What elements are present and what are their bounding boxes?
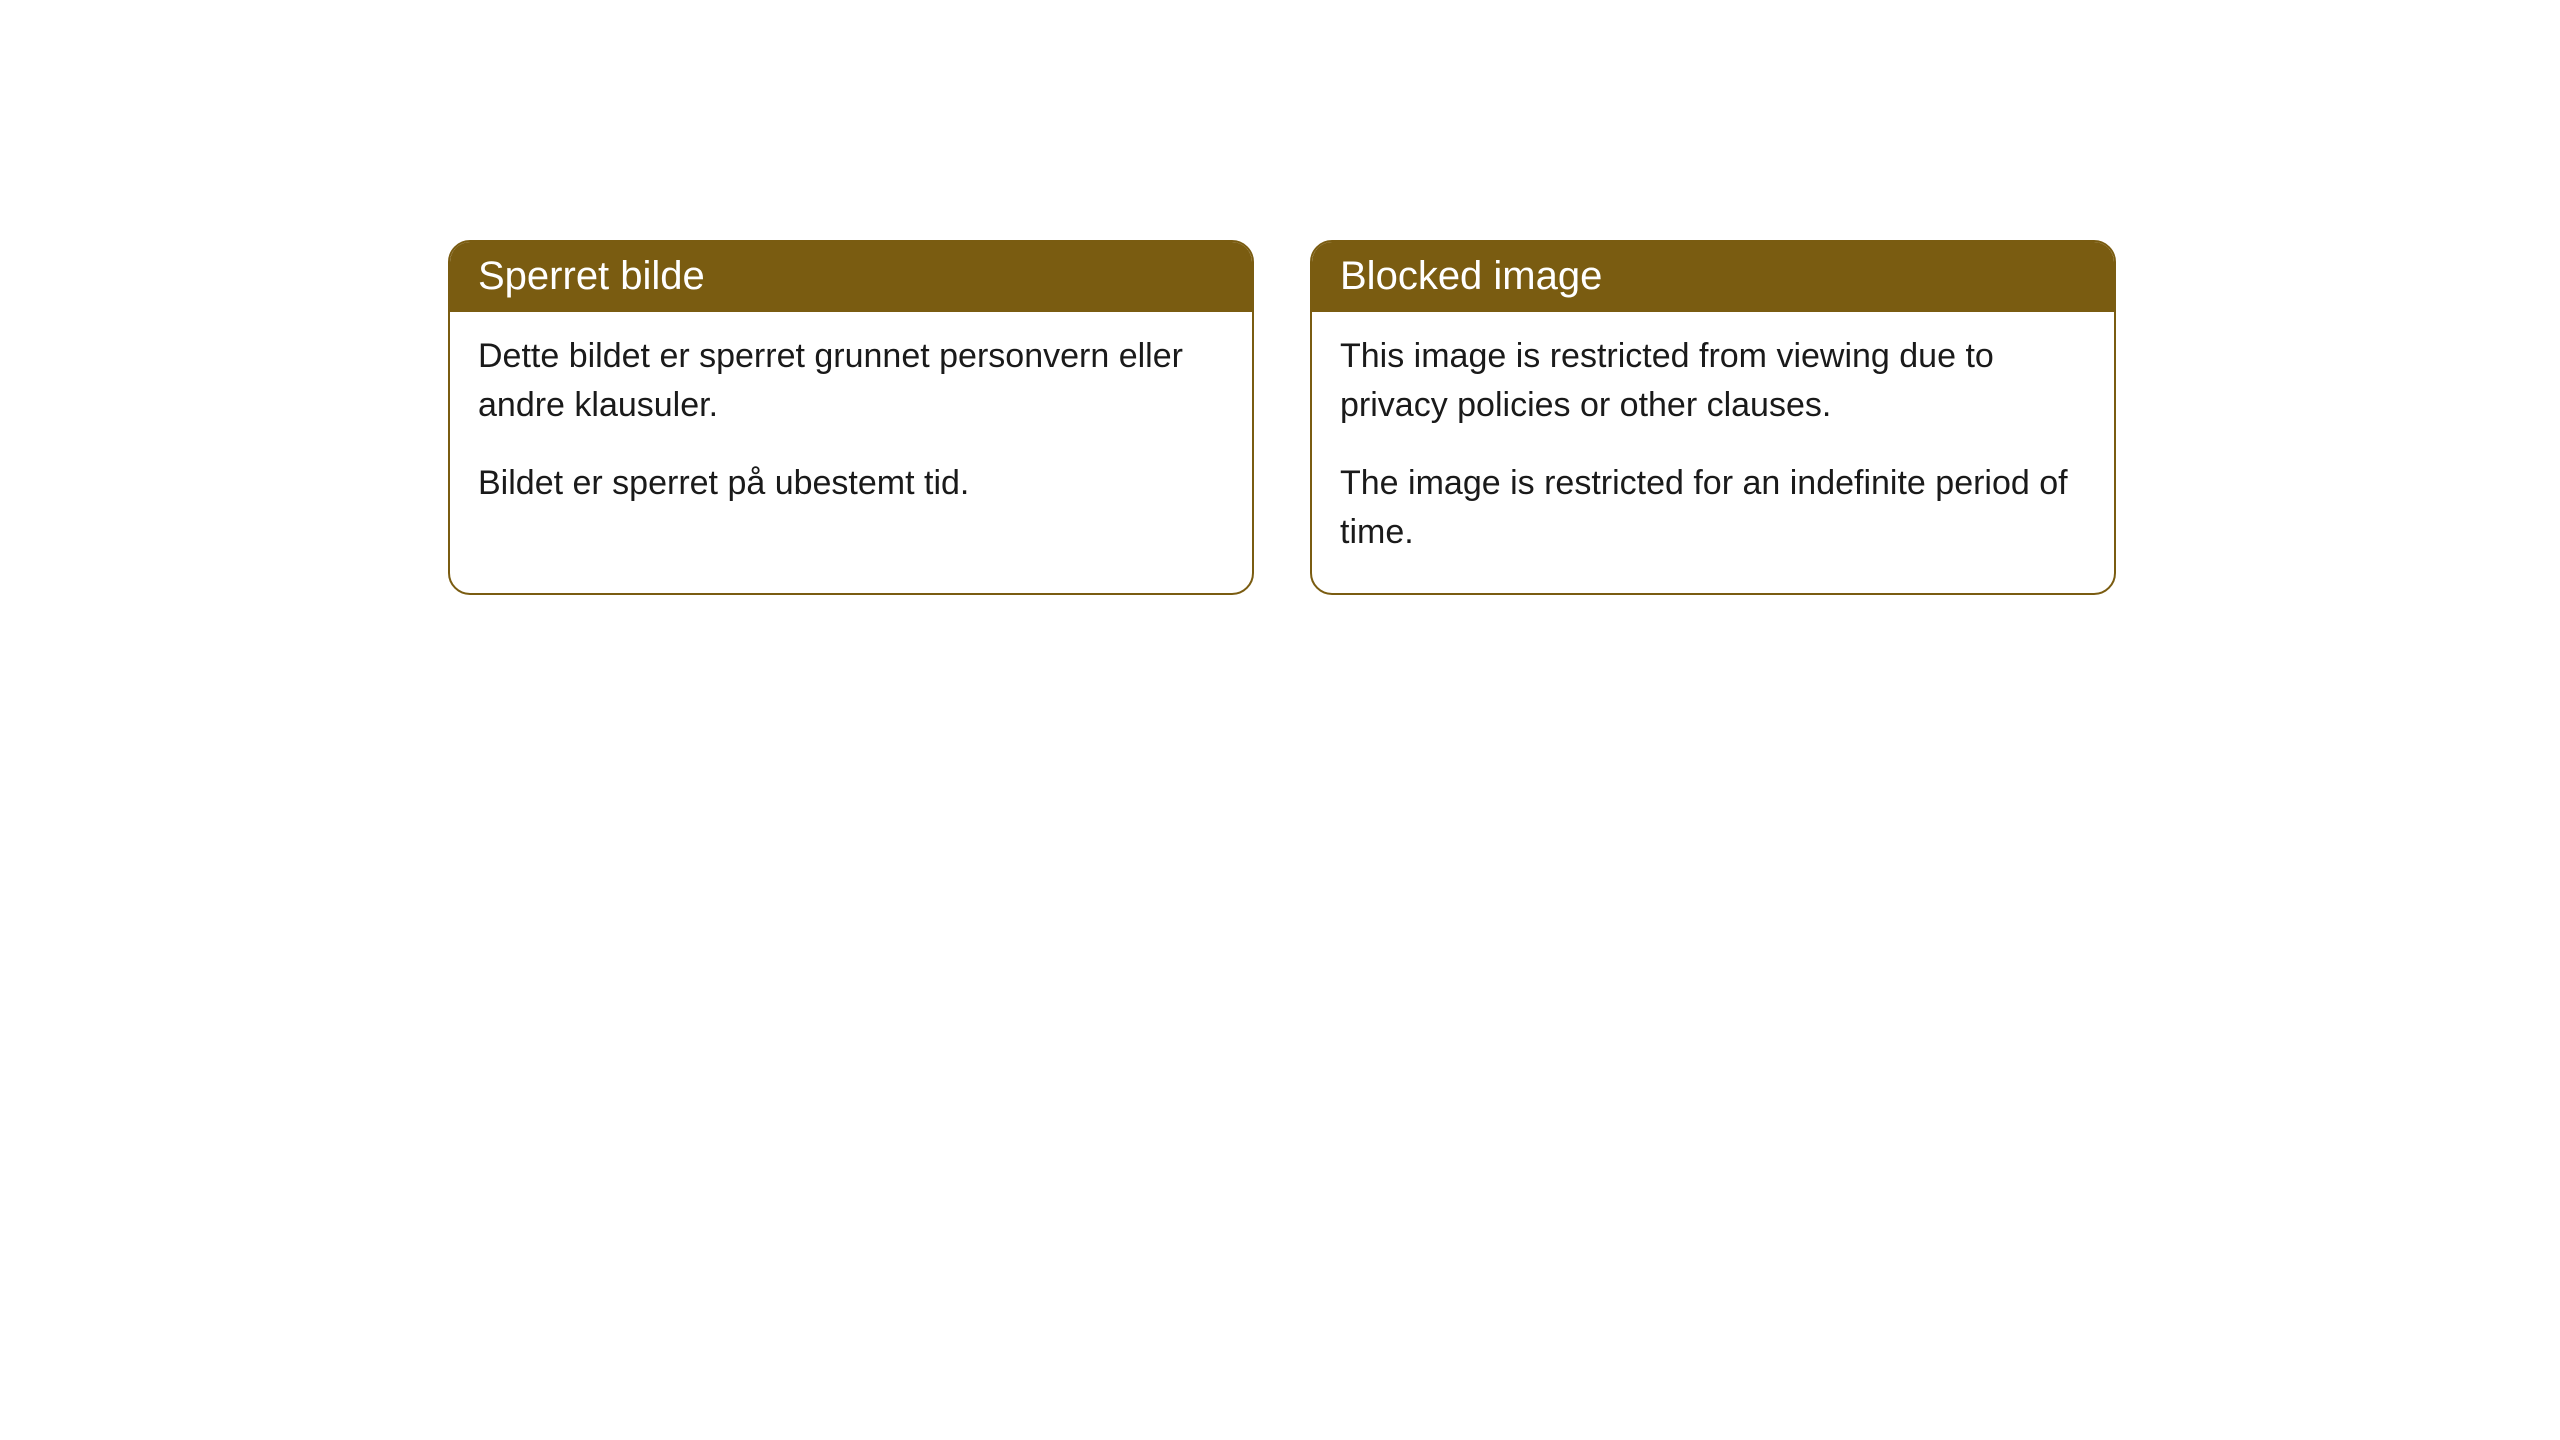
card-header: Blocked image [1312,242,2114,312]
card-body: Dette bildet er sperret grunnet personve… [450,312,1252,544]
card-body: This image is restricted from viewing du… [1312,312,2114,593]
card-paragraph: Bildet er sperret på ubestemt tid. [478,459,1224,508]
card-paragraph: This image is restricted from viewing du… [1340,332,2086,431]
blocked-image-card-no: Sperret bilde Dette bildet er sperret gr… [448,240,1254,595]
card-header: Sperret bilde [450,242,1252,312]
card-paragraph: Dette bildet er sperret grunnet personve… [478,332,1224,431]
notice-cards-container: Sperret bilde Dette bildet er sperret gr… [448,240,2116,595]
card-paragraph: The image is restricted for an indefinit… [1340,459,2086,558]
blocked-image-card-en: Blocked image This image is restricted f… [1310,240,2116,595]
